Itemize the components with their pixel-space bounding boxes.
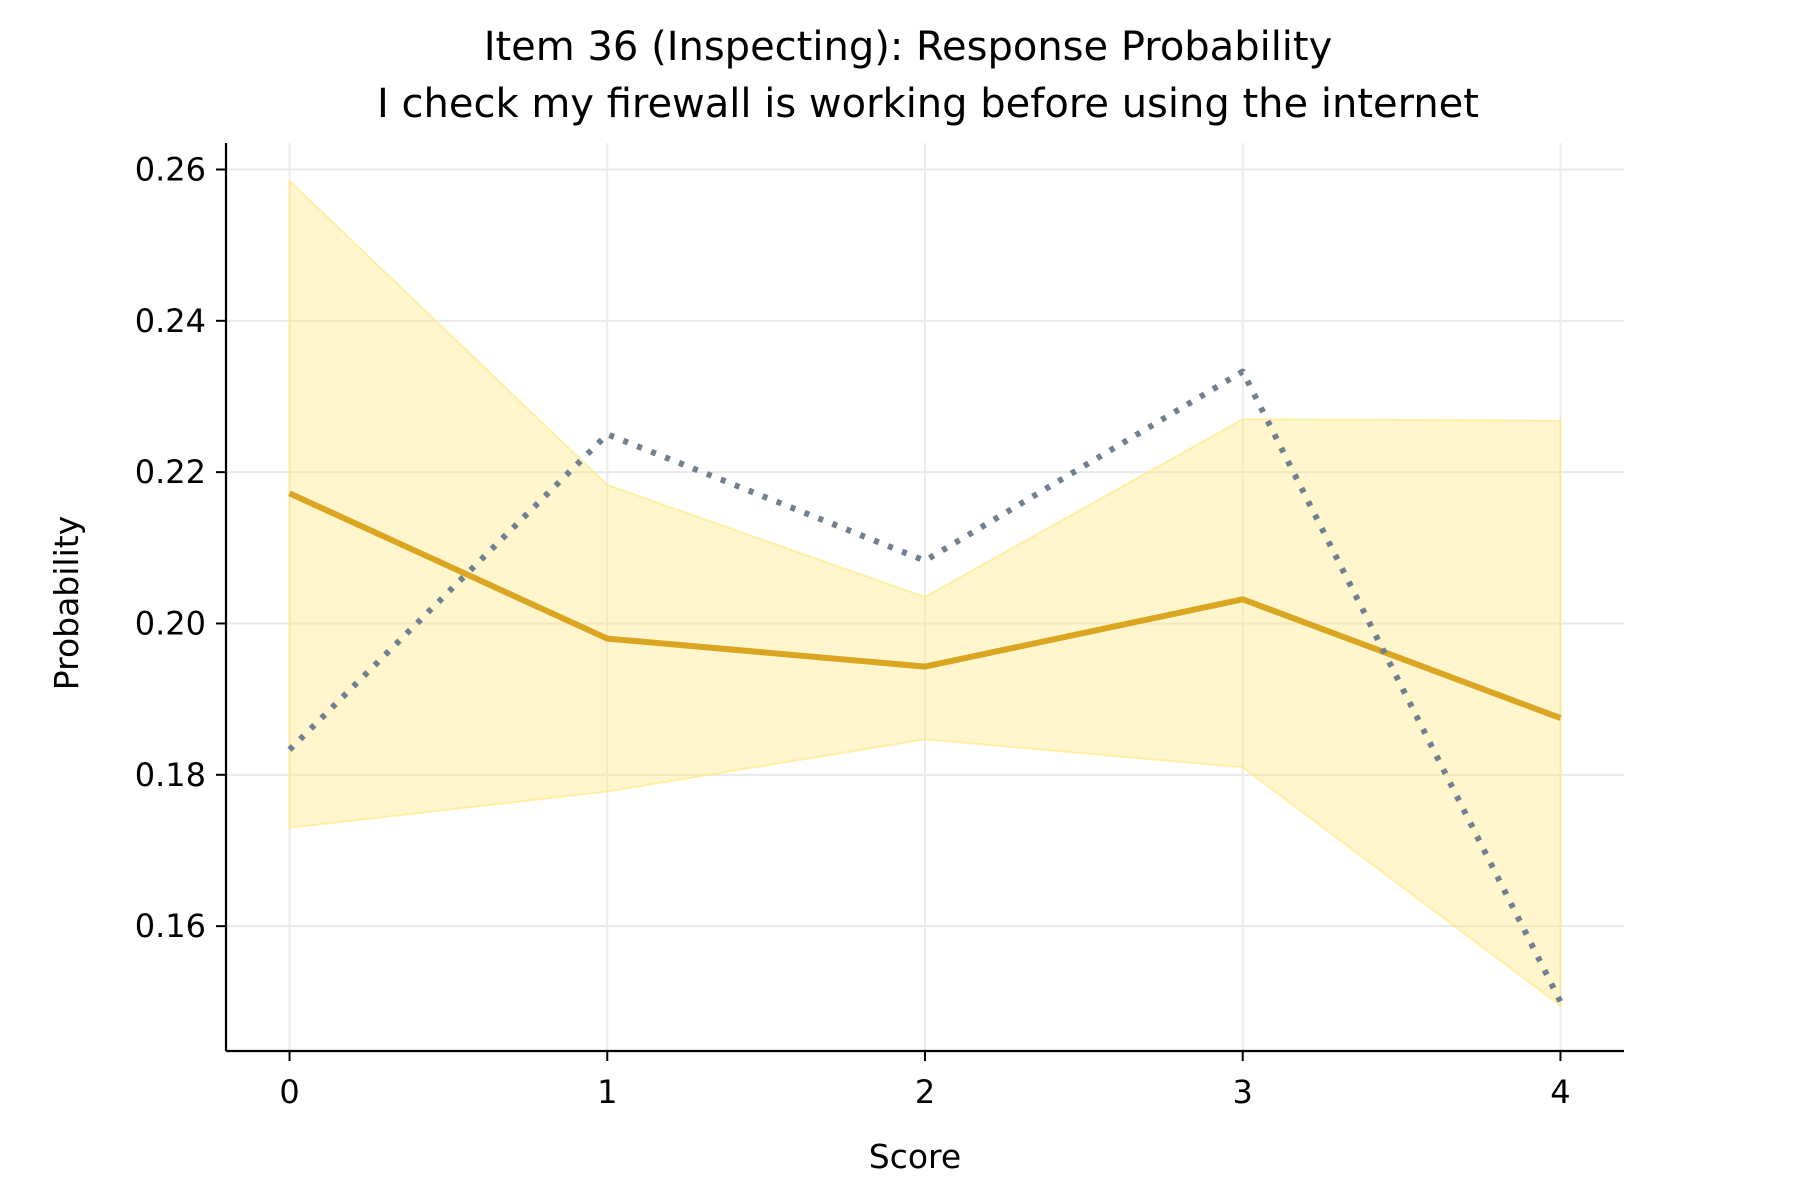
y-tick-label: 0.26 <box>135 150 206 188</box>
x-tick-label: 0 <box>279 1073 299 1111</box>
chart-title: Item 36 (Inspecting): Response Probabili… <box>484 24 1333 70</box>
y-tick-label: 0.24 <box>135 302 206 340</box>
x-tick-label: 3 <box>1233 1073 1253 1111</box>
x-tick-label: 4 <box>1550 1073 1570 1111</box>
y-tick-label: 0.22 <box>135 453 206 491</box>
y-tick-label: 0.20 <box>135 604 206 642</box>
x-tick-label: 1 <box>597 1073 617 1111</box>
series-line-mean <box>288 490 1562 721</box>
band-area <box>288 178 1562 1008</box>
y-tick-label: 0.18 <box>135 756 206 794</box>
x-axis-label: Score <box>869 1137 961 1176</box>
axes <box>216 143 1624 1061</box>
series-lines <box>287 368 1564 1004</box>
confidence-band <box>288 178 1562 1008</box>
x-tick-label: 2 <box>915 1073 935 1111</box>
y-axis-label: Probability <box>47 516 86 690</box>
grid <box>226 143 1624 1051</box>
tick-labels: 0.16 0.18 0.20 0.22 0.24 0.26 0 1 2 3 4 <box>135 150 1571 1111</box>
y-tick-label: 0.16 <box>135 907 206 945</box>
chart-subtitle: I check my firewall is working before us… <box>377 81 1479 127</box>
